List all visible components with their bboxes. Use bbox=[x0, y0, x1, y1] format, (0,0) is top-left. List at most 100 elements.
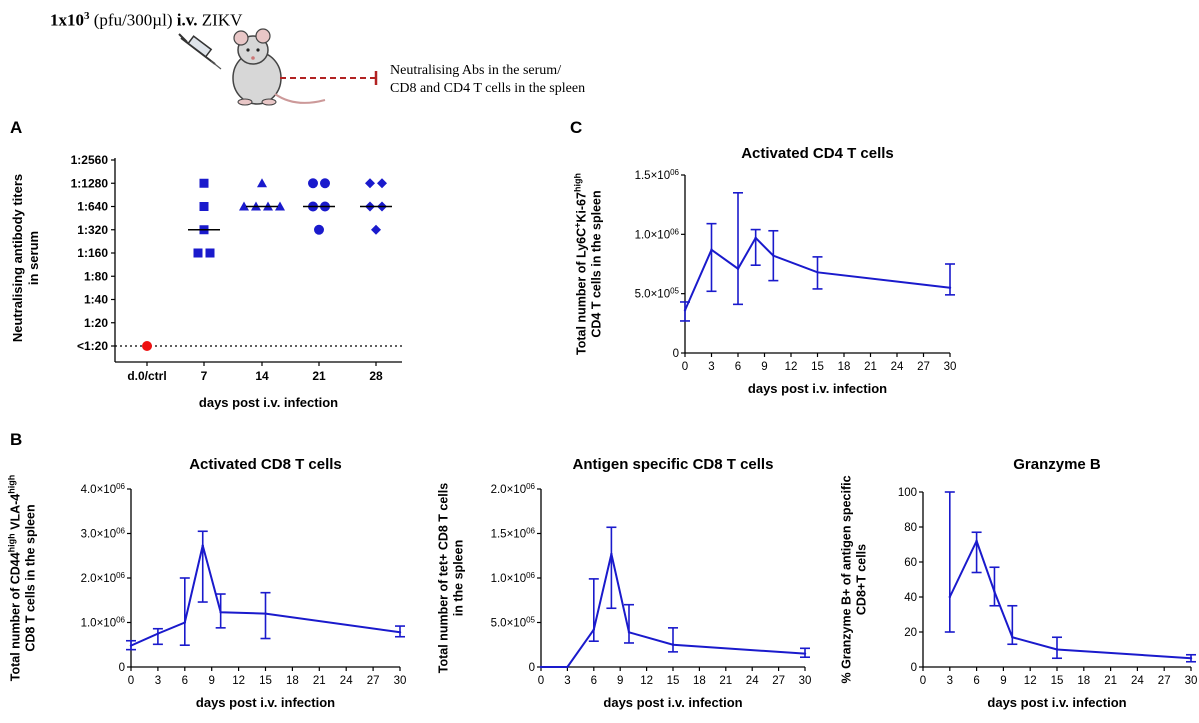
y-tick-label: 3.0×1006 bbox=[81, 526, 126, 541]
chart-activated-cd8: Activated CD8 T cells 0 3 6 9 12 15 18 21 24 27 30 0… bbox=[7, 456, 407, 710]
x-tick-label: 0 bbox=[538, 675, 544, 687]
y-tick-label: 1:320 bbox=[77, 223, 108, 237]
y-tick-label: 1.5×1006 bbox=[635, 168, 680, 183]
chart-activated-cd4: Activated CD4 T cells 0 3 6 9 12 15 18 21 24 27 30 0… bbox=[573, 145, 957, 396]
chart-antigen-specific-cd8: Antigen specific CD8 T cells 0 3 6 9 12 15 18 21… bbox=[437, 456, 812, 710]
x-axis-label: days post i.v. infection bbox=[199, 395, 338, 410]
dose-value: 1x10 bbox=[50, 10, 84, 30]
y-tick-label: 1:1280 bbox=[71, 176, 109, 190]
x-tick-label: 27 bbox=[917, 361, 930, 373]
x-axis-label: days post i.v. infection bbox=[987, 695, 1126, 710]
y-tick-label: 20 bbox=[904, 627, 917, 639]
data-point-square bbox=[199, 178, 209, 188]
y-tick-label: 80 bbox=[904, 522, 917, 534]
readout-note-line2: CD8 and CD4 T cells in the spleen bbox=[390, 81, 586, 96]
y-tick-label: 1.0×1006 bbox=[635, 227, 680, 242]
y-tick-label: 1.0×1006 bbox=[491, 571, 536, 586]
data-point bbox=[156, 632, 160, 635]
data-point bbox=[993, 590, 996, 593]
x-tick-label: 30 bbox=[394, 675, 407, 687]
data-point bbox=[398, 631, 402, 634]
data-point-circle bbox=[308, 178, 318, 189]
x-tick-label: 3 bbox=[708, 361, 714, 373]
data-point bbox=[803, 652, 807, 655]
x-tick-label: 18 bbox=[1077, 675, 1090, 687]
data-point bbox=[610, 552, 613, 556]
data-point bbox=[710, 248, 713, 251]
y-tick-label: 1:40 bbox=[84, 293, 108, 307]
x-tick-label: 0 bbox=[682, 361, 688, 373]
x-tick-label: d.0/ctrl bbox=[127, 369, 166, 383]
x-tick-label: 21 bbox=[312, 369, 326, 383]
chart-title: Antigen specific CD8 T cells bbox=[573, 456, 774, 473]
data-point bbox=[183, 621, 186, 624]
x-tick-label: 3 bbox=[947, 675, 953, 687]
data-point bbox=[975, 539, 978, 543]
series-line bbox=[948, 538, 1192, 660]
chart-title: Activated CD4 T cells bbox=[741, 145, 894, 162]
x-tick-label: 6 bbox=[591, 675, 597, 687]
chart-title: Granzyme B bbox=[1013, 456, 1101, 473]
data-point bbox=[948, 286, 952, 289]
y-axis-label: Neutralising antibody titers in serum bbox=[10, 174, 41, 342]
data-point bbox=[948, 595, 951, 599]
panel-label-c: C bbox=[570, 118, 583, 137]
x-tick-label: 15 bbox=[1051, 675, 1064, 687]
chart-granzyme-b: Granzyme B 0 3 6 9 12 15 18 21 24 27 30 0 20 40 60 80 100… bbox=[840, 456, 1198, 710]
y-tick-label: 40 bbox=[904, 592, 917, 604]
data-point-diamond bbox=[371, 224, 381, 235]
data-point-triangle bbox=[239, 201, 249, 211]
data-point bbox=[671, 643, 675, 646]
y-tick-label: 100 bbox=[898, 487, 917, 499]
data-point bbox=[539, 665, 543, 669]
y-tick-label: 1:80 bbox=[84, 269, 108, 283]
x-tick-label: 15 bbox=[811, 361, 824, 373]
x-tick-label: 0 bbox=[920, 675, 926, 687]
y-tick-label: 1:2560 bbox=[71, 153, 109, 167]
data-point bbox=[129, 644, 133, 647]
data-point bbox=[1055, 648, 1059, 651]
y-axis-label-line-2: CD4 T cells in the spleen bbox=[590, 190, 604, 337]
x-tick-label: 0 bbox=[128, 675, 134, 687]
x-tick-label: 12 bbox=[640, 675, 653, 687]
y-tick-label: 5.0×1005 bbox=[491, 615, 536, 630]
data-point bbox=[816, 271, 819, 274]
y-axis-label-line-1: Total number of Ly6C+Ki-67high bbox=[573, 173, 589, 355]
x-tick-label: 21 bbox=[864, 361, 877, 373]
y-tick-label: 0 bbox=[529, 662, 535, 674]
y-tick-label: 1:640 bbox=[77, 200, 108, 214]
x-tick-label: 12 bbox=[232, 675, 245, 687]
x-tick-label: 9 bbox=[208, 675, 214, 687]
readout-note: Neutralising Abs in the serum/ CD8 and C… bbox=[390, 62, 585, 98]
y-tick-label: 0 bbox=[673, 348, 679, 360]
y-axis-label: % Granzyme B+ of antigen specific CD8+T c… bbox=[840, 475, 869, 683]
infection-protocol-title: 1x103 (pfu/300µl) i.v. ZIKV bbox=[50, 10, 242, 31]
virus-label: ZIKV bbox=[197, 10, 243, 30]
dose-exponent: 3 bbox=[84, 10, 90, 22]
x-tick-label: 18 bbox=[693, 675, 706, 687]
y-axis-label-line-1: % Granzyme B+ of antigen specific bbox=[840, 475, 854, 683]
data-point-square bbox=[193, 248, 203, 258]
y-axis-label-line-1: Total number of tet+ CD8 T cells bbox=[437, 483, 451, 673]
data-point-triangle bbox=[257, 178, 267, 188]
data-point-triangle bbox=[275, 201, 285, 211]
mouse-icon bbox=[232, 28, 326, 106]
y-tick-label: 2.0×1006 bbox=[491, 482, 536, 497]
y-axis-label-line-2: CD8+T cells bbox=[855, 544, 869, 615]
x-axis-label: days post i.v. infection bbox=[748, 381, 887, 396]
y-tick-label: <1:20 bbox=[77, 339, 108, 353]
data-point bbox=[219, 611, 222, 614]
chart-title: Activated CD8 T cells bbox=[189, 456, 342, 473]
x-tick-label: 15 bbox=[259, 675, 272, 687]
mouse-injection-illustration bbox=[178, 28, 378, 106]
x-tick-label: 27 bbox=[772, 675, 785, 687]
data-point-diamond bbox=[377, 178, 387, 189]
x-tick-label: 3 bbox=[564, 675, 570, 687]
y-tick-label: 4.0×1006 bbox=[81, 482, 126, 497]
x-tick-label: 27 bbox=[1158, 675, 1171, 687]
data-point bbox=[264, 612, 267, 615]
data-point bbox=[683, 309, 687, 312]
y-axis-label-line-1: Total number of CD44high VLA-4high bbox=[7, 475, 23, 682]
y-tick-label: 1:160 bbox=[77, 246, 108, 260]
